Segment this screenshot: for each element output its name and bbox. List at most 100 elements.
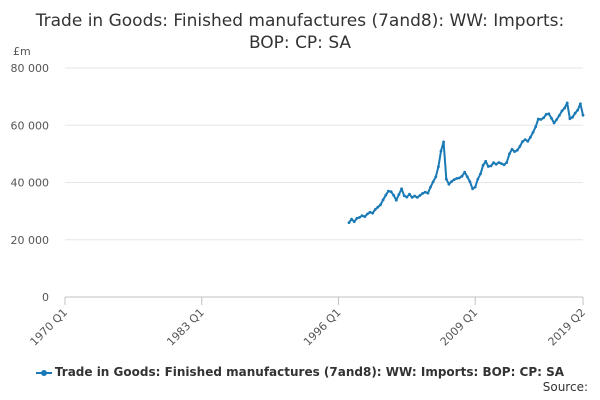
legend-series-marker [35,368,52,378]
series-line [348,101,584,224]
data-point [465,175,469,179]
data-point [431,180,435,184]
data-point [481,163,485,167]
x-tick-label: 1970 Q1 [28,306,71,349]
data-point [379,203,382,207]
data-point [476,177,480,181]
data-point [394,198,398,202]
plot-area [347,101,585,225]
data-point [502,163,506,167]
x-tick-label: 1983 Q1 [164,306,207,349]
data-point [523,138,527,142]
data-point [563,106,566,110]
data-point [560,109,564,113]
data-point [468,180,472,184]
data-point [360,214,364,218]
data-point [576,108,580,112]
y-tick-label: 20 000 [11,234,50,247]
data-point [539,118,543,121]
data-point [508,152,511,156]
x-tick-label: 2019 Q2 [546,306,589,349]
data-point [471,187,474,191]
data-point [497,161,501,164]
data-point [384,193,388,197]
data-point [363,215,367,219]
data-point [415,196,419,199]
data-point [547,112,551,116]
data-point [439,149,443,153]
data-point [536,117,540,121]
data-point [358,216,361,219]
data-point [529,135,532,139]
source-label: Source: [542,380,588,394]
data-point [410,196,414,199]
data-point [408,192,411,196]
data-point [581,113,585,117]
data-point [550,116,553,120]
data-point [455,177,459,180]
data-point [434,175,438,179]
data-point [568,117,572,121]
data-point [447,182,451,186]
legend-series-label: Trade in Goods: Finished manufactures (7… [54,365,565,379]
data-point [418,194,422,197]
data-point [518,145,522,148]
data-point [387,189,390,193]
data-point [381,198,385,202]
data-point [494,162,498,166]
data-point [437,165,440,169]
data-point [515,148,519,152]
data-point [489,164,493,168]
data-point [347,221,351,225]
data-point [413,194,417,198]
data-point [392,194,396,197]
data-point [423,190,427,194]
data-point [513,150,516,154]
data-point [542,116,545,120]
data-point [510,147,514,151]
data-point [526,139,530,143]
chart-title: Trade in Goods: Finished manufactures (7… [35,11,565,53]
data-point [452,178,456,182]
data-point [484,159,488,163]
data-point [397,193,401,196]
x-tick-label: 1996 Q1 [301,306,344,349]
data-point [426,191,430,195]
legend[interactable]: Trade in Goods: Finished manufactures (7… [0,365,600,379]
data-point [552,121,556,125]
data-point [521,140,524,144]
data-point [429,185,432,189]
data-point [473,185,477,189]
data-point [479,172,482,176]
y-axis-ticks: 0 20 000 40 000 60 000 80 000 [11,62,50,304]
data-point [531,131,535,134]
data-point [368,210,372,214]
data-point [405,195,409,199]
data-point [458,176,461,180]
data-point [463,170,467,174]
data-point [505,161,509,164]
data-point [555,118,559,121]
data-point [573,111,577,115]
y-tick-label: 80 000 [11,62,50,75]
data-point [421,192,424,195]
data-point [444,177,448,181]
data-point [352,220,356,224]
data-point [402,194,406,198]
data-point [534,125,538,129]
x-axis: 1970 Q1 1983 Q1 1996 Q1 2009 Q1 2019 Q2 [28,296,589,349]
y-axis-unit: £m [13,45,31,58]
x-tick-label: 2009 Q1 [438,306,481,349]
data-point [355,216,359,220]
data-point [544,113,548,116]
data-point [371,211,374,215]
data-point [486,165,490,168]
data-point [376,205,380,209]
data-point [565,101,569,105]
y-tick-label: 40 000 [11,177,50,190]
data-point [442,140,445,144]
data-point [500,162,503,166]
data-point [492,161,495,165]
y-tick-label: 60 000 [11,119,50,132]
